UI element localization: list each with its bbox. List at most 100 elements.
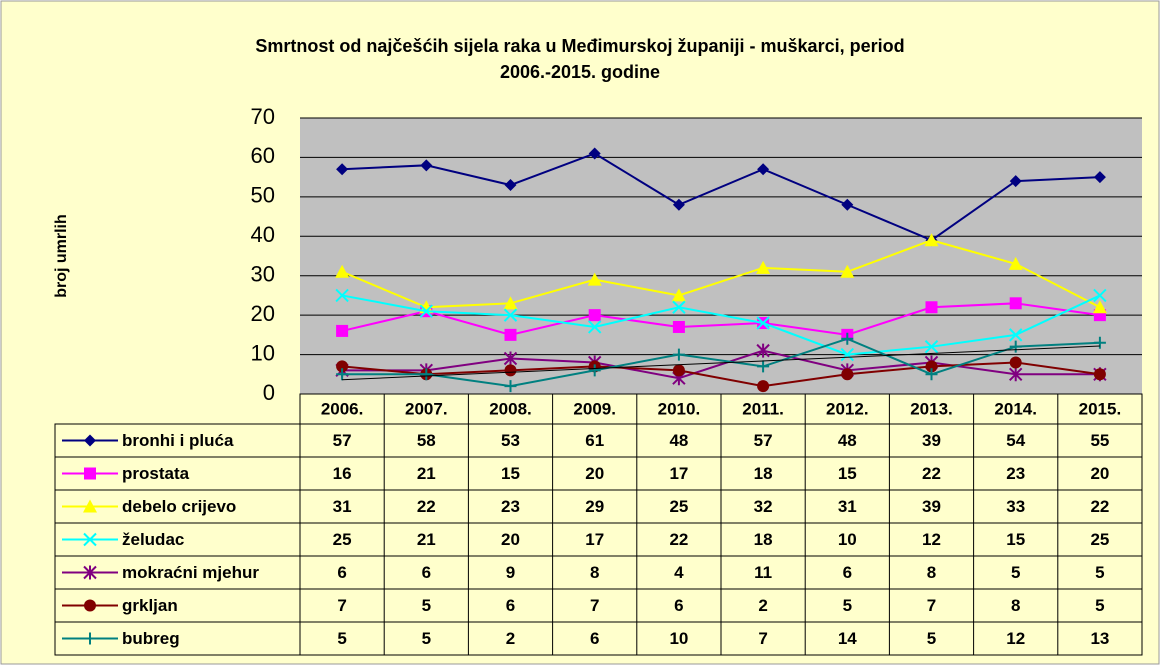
legend-marker [84,434,96,447]
table-value: 6 [422,563,431,582]
marker [924,233,939,247]
marker [671,288,686,302]
table-value: 32 [754,497,773,516]
legend-marker [83,532,97,547]
marker [1092,300,1107,314]
marker [1093,336,1106,349]
marker [840,264,855,278]
y-tick-label: 60 [251,143,275,168]
marker [672,320,685,333]
legend-entry: bubreg [62,629,180,648]
legend-marker [84,467,96,480]
table-value: 17 [585,530,604,549]
y-axis-label: broj umrlih [53,214,70,298]
table-value: 10 [669,629,688,648]
y-tick-label: 10 [251,340,275,365]
table-value: 2 [506,629,515,648]
table-value: 54 [1006,431,1025,450]
marker [1009,297,1022,310]
marker [841,198,854,211]
series [335,233,1107,314]
table-value: 12 [1006,629,1025,648]
legend-marker [84,599,96,612]
table-value: 5 [1011,563,1020,582]
marker [588,309,601,322]
table-value: 6 [590,629,599,648]
table-value: 15 [838,464,857,483]
marker [1009,356,1022,369]
table-value: 15 [501,464,520,483]
legend-entry: prostata [62,464,190,483]
table-value: 29 [585,497,604,516]
marker [756,260,771,274]
table-value: 5 [1095,563,1104,582]
legend-label: bubreg [122,629,180,648]
table-value: 15 [1006,530,1025,549]
marker [1093,368,1106,381]
marker [336,324,349,337]
table-value: 23 [501,497,520,516]
table-value: 22 [417,497,436,516]
marker [504,364,517,377]
table-value: 14 [838,629,857,648]
marker [840,347,855,362]
table-value: 55 [1090,431,1109,450]
marker [420,368,433,381]
table-value: 5 [1095,596,1104,615]
table-value: 13 [1090,629,1109,648]
y-tick-label: 20 [251,301,275,326]
table-value: 21 [417,530,436,549]
y-tick-label: 40 [251,222,275,247]
legend-entry: mokraćni mjehur [62,563,259,582]
table-value: 11 [754,563,772,582]
marker [335,288,349,303]
series-line [341,294,1101,356]
table-value: 33 [1006,497,1025,516]
chart-subtitle: 2006.-2015. godine [500,62,660,82]
table-value: 25 [1090,530,1109,549]
marker [672,364,685,377]
table-value: 23 [1006,464,1025,483]
table-value: 6 [843,563,852,582]
table-value: 18 [754,464,773,483]
marker [841,332,854,345]
y-tick-label: 0 [263,380,275,405]
legend-entry: želudac [62,530,184,549]
table-value: 7 [927,596,936,615]
table-value: 31 [838,497,857,516]
legend-label: prostata [122,464,190,483]
table-value: 20 [585,464,604,483]
legend-entry: debelo crijevo [62,497,236,516]
marker [672,300,686,314]
series-line [342,349,1100,380]
series-line [342,361,1101,388]
marker [925,360,938,373]
table-value: 7 [758,629,767,648]
table-value: 10 [838,530,857,549]
marker [757,163,770,176]
table-value: 5 [422,629,431,648]
marker [335,264,350,278]
marker [503,308,518,322]
x-tick-label: 2007. [405,399,448,418]
marker [504,328,517,341]
marker [925,301,938,314]
table-value: 25 [333,530,352,549]
table-value: 5 [927,629,936,648]
table-value: 8 [1011,596,1020,615]
legend-entry: bronhi i pluća [62,431,234,450]
marker [1008,256,1023,270]
table-value: 57 [754,431,773,450]
legend-label: mokraćni mjehur [122,563,259,582]
table-value: 25 [669,497,688,516]
table-value: 7 [590,596,599,615]
marker [757,380,770,393]
marker [503,351,518,366]
x-tick-label: 2014. [994,399,1037,418]
table-value: 7 [337,596,346,615]
x-tick-label: 2015. [1079,399,1122,418]
table-value: 57 [333,431,352,450]
y-tick-label: 70 [251,104,275,129]
y-tick-label: 30 [251,262,275,287]
table-value: 58 [417,431,436,450]
